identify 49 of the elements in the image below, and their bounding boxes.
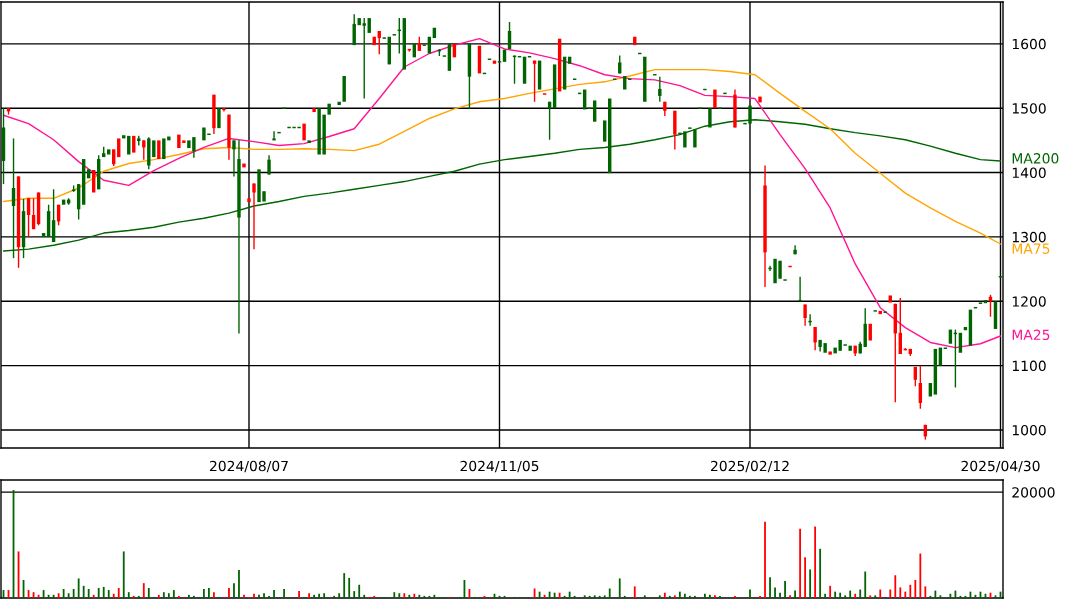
candlestick (828, 351, 832, 355)
series-label: MA200 (1012, 153, 1059, 164)
candlestick (312, 108, 316, 113)
candlestick (673, 110, 677, 151)
candlestick (367, 18, 371, 33)
candlestick (803, 303, 807, 327)
candlestick (302, 123, 306, 141)
y-tick-label: 1300 (1012, 231, 1046, 243)
candlestick (157, 140, 161, 160)
x-tick-label: 2024/11/05 (460, 460, 539, 473)
candlestick (758, 96, 762, 103)
candlestick (337, 101, 341, 105)
candlestick (603, 120, 607, 142)
candlestick (327, 103, 331, 115)
y-tick-label: 20000 (1012, 487, 1055, 498)
candlestick (848, 345, 852, 351)
candlestick (41, 233, 46, 237)
candlestick (232, 139, 236, 178)
x-tick-label: 2024/08/07 (209, 460, 288, 473)
candlestick (888, 295, 892, 303)
x-tick-label: 2025/04/30 (961, 460, 1040, 473)
candlestick (813, 326, 817, 351)
candlestick (152, 140, 156, 158)
x-tick-label: 2025/02/12 (710, 460, 789, 473)
candlestick (242, 163, 246, 168)
candlestick (307, 140, 311, 143)
y-tick-label: 1400 (1012, 167, 1046, 179)
candlestick (362, 17, 366, 100)
candlestick (592, 100, 597, 122)
candlestick (623, 76, 627, 90)
line-series (2, 68, 1002, 245)
candlestick (342, 76, 346, 102)
candlestick (272, 130, 276, 142)
series-label: MA25 (1012, 329, 1050, 341)
candlestick (713, 89, 717, 109)
candlestick (658, 75, 662, 103)
candlestick (693, 129, 697, 148)
y-tick-label: 1600 (1012, 38, 1046, 50)
candlestick (107, 149, 111, 155)
candlestick (928, 383, 933, 397)
series-label: MA75 (1012, 243, 1050, 254)
y-tick-label: 1000 (1012, 424, 1046, 436)
candlestick (217, 108, 221, 129)
candlestick (252, 182, 256, 250)
line-series (2, 37, 1002, 349)
y-tick-label: 1500 (1012, 103, 1046, 114)
candlestick (247, 198, 251, 203)
y-tick-label: 1200 (1012, 296, 1046, 307)
y-tick-label: 1100 (1012, 360, 1046, 372)
